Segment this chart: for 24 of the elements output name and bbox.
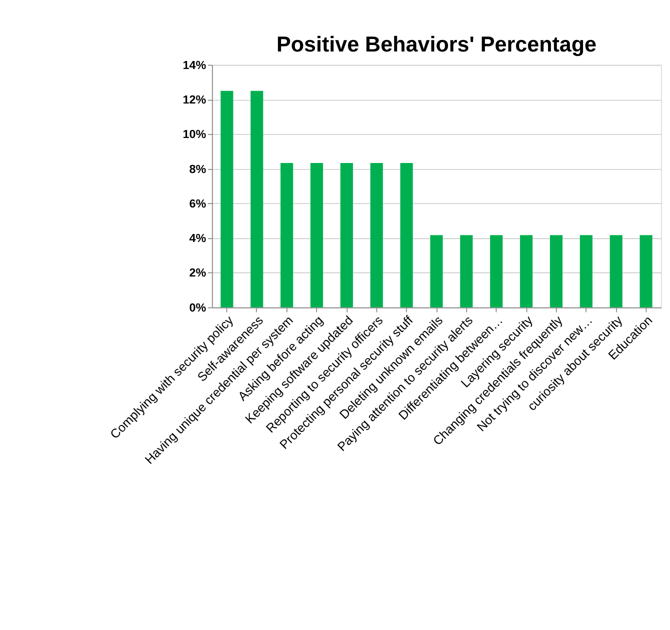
bar bbox=[460, 235, 473, 308]
bar bbox=[580, 235, 592, 308]
chart-title: Positive Behaviors' Percentage bbox=[276, 31, 597, 56]
y-tick-label: 2% bbox=[189, 266, 207, 280]
bar bbox=[310, 163, 324, 308]
y-tick-label: 6% bbox=[189, 197, 207, 210]
bar bbox=[250, 90, 264, 308]
y-tick-label: 4% bbox=[189, 232, 207, 246]
bar bbox=[640, 235, 652, 308]
y-tick-label: 12% bbox=[182, 94, 207, 107]
bar bbox=[280, 163, 294, 308]
bar bbox=[430, 235, 443, 308]
bar bbox=[370, 163, 383, 308]
y-tick-label: 0% bbox=[189, 301, 207, 314]
y-tick-label: 8% bbox=[189, 162, 207, 176]
bar bbox=[400, 163, 413, 308]
bar bbox=[550, 235, 563, 308]
y-tick-label: 10% bbox=[182, 128, 207, 142]
bar bbox=[220, 90, 234, 308]
y-tick-label: 14% bbox=[182, 58, 207, 72]
bar bbox=[490, 235, 503, 308]
bar bbox=[610, 235, 622, 308]
bar bbox=[340, 163, 353, 308]
bar bbox=[520, 235, 533, 308]
